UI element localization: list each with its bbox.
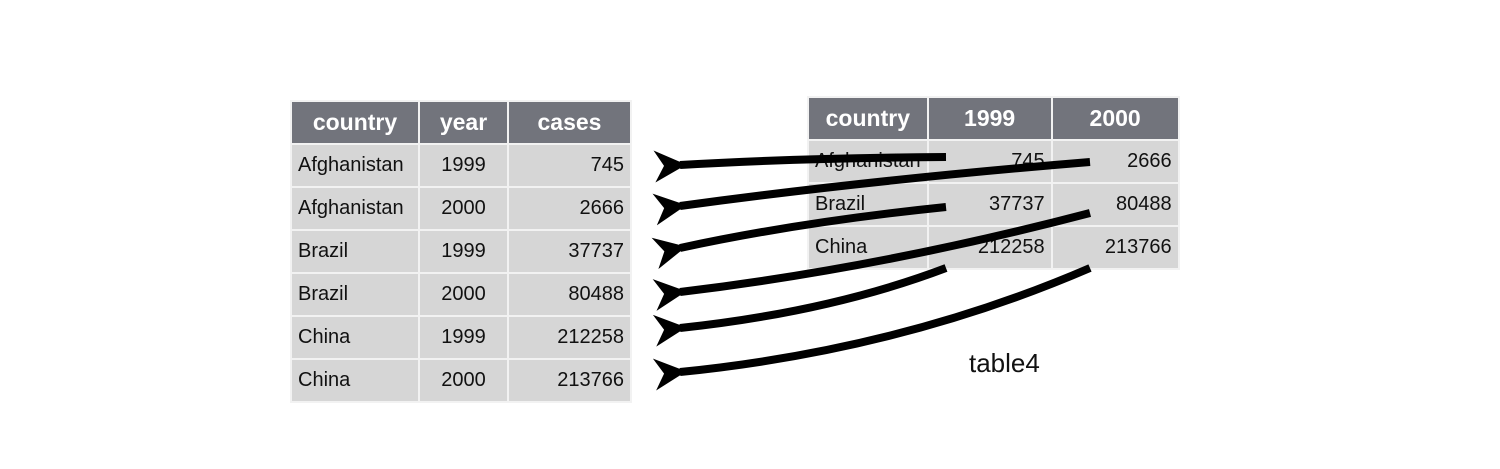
cell: 2000: [418, 186, 509, 231]
arrow-icon: [652, 158, 1091, 226]
cell: 80488: [507, 272, 632, 317]
table-label: table4: [969, 348, 1040, 378]
header-cell: year: [418, 100, 509, 145]
cell: 213766: [1050, 225, 1180, 270]
cell: 745: [926, 139, 1053, 184]
tidy-table: country year cases Afghanistan 1999 745 Af…: [290, 100, 632, 403]
header-cell: 2000: [1050, 96, 1180, 141]
cell: China: [290, 358, 420, 403]
cell: 1999: [418, 143, 509, 188]
header-cell: cases: [507, 100, 632, 145]
cell: 213766: [507, 358, 632, 403]
cell: 1999: [418, 315, 509, 360]
arrow-icon: [652, 264, 948, 347]
cell: 745: [507, 143, 632, 188]
table-row: Afghanistan 2000 2666: [290, 186, 632, 231]
arrow-icon: [653, 150, 947, 183]
header-cell: country: [807, 96, 929, 141]
table-row: Brazil 2000 80488: [290, 272, 632, 317]
cell: 2666: [507, 186, 632, 231]
table-row: China 2000 213766: [290, 358, 632, 403]
header-cell: country: [290, 100, 420, 145]
cell: 37737: [926, 182, 1053, 227]
arrow-icon: [652, 264, 1092, 391]
cell: 37737: [507, 229, 632, 274]
cell: Afghanistan: [290, 143, 420, 188]
table-row: China 1999 212258: [290, 315, 632, 360]
cell: Brazil: [290, 229, 420, 274]
cell: 2000: [418, 272, 509, 317]
header-row: country 1999 2000: [807, 96, 1180, 141]
cell: China: [290, 315, 420, 360]
cell: Afghanistan: [290, 186, 420, 231]
arrow-icon: [652, 209, 1092, 311]
arrow-icon: [651, 203, 947, 270]
table-row: Afghanistan 1999 745: [290, 143, 632, 188]
cell: 212258: [507, 315, 632, 360]
header-row: country year cases: [290, 100, 632, 145]
cell: 1999: [418, 229, 509, 274]
header-cell: 1999: [926, 96, 1053, 141]
table-row: Brazil 1999 37737: [290, 229, 632, 274]
cell: Brazil: [290, 272, 420, 317]
cell: 2000: [418, 358, 509, 403]
